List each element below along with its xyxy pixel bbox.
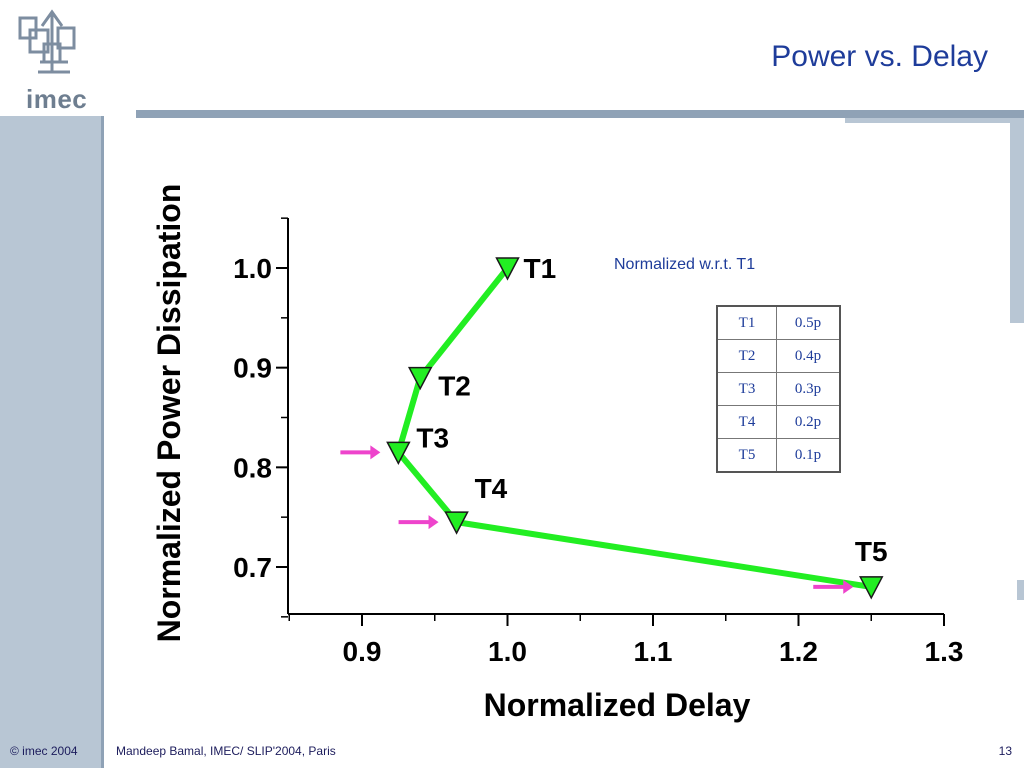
table-row: T1 0.5p (716, 305, 841, 340)
point-label: T5 (855, 536, 888, 567)
logo-text: imec (26, 84, 88, 114)
header-rule-shadow (845, 118, 1024, 123)
imec-logo: imec (8, 6, 98, 114)
row-name: T3 (716, 372, 777, 406)
row-value: 0.4p (776, 339, 841, 373)
x-tick-label: 1.2 (779, 636, 818, 667)
header-rule (136, 110, 1024, 118)
y-tick-label: 0.7 (233, 552, 272, 583)
sidebar-band (0, 116, 103, 768)
row-name: T5 (716, 438, 777, 473)
right-edge-shade-lower (1017, 580, 1024, 600)
highlight-arrow-head (843, 579, 854, 594)
point-label: T4 (475, 473, 508, 504)
table-row: T2 0.4p (716, 339, 841, 373)
slide-title: Power vs. Delay (771, 40, 988, 73)
page-number: 13 (998, 744, 1012, 758)
row-name: T2 (716, 339, 777, 373)
highlight-arrow-head (428, 515, 439, 530)
x-tick-label: 1.0 (488, 636, 527, 667)
point-label: T1 (524, 253, 557, 284)
data-point (444, 511, 469, 535)
data-point (859, 576, 884, 600)
y-tick-label: 0.9 (233, 353, 272, 384)
table-row: T3 0.3p (716, 372, 841, 406)
row-name: T4 (716, 405, 777, 439)
y-axis-label: Normalized Power Dissipation (151, 184, 187, 643)
row-name: T1 (716, 305, 777, 340)
footer-copyright: © imec 2004 (10, 744, 78, 758)
row-value: 0.3p (776, 372, 841, 406)
x-tick-label: 0.9 (343, 636, 382, 667)
axes: 0.9 1.0 1.1 1.2 1.3 0.7 0.8 0.9 1.0 (233, 217, 964, 667)
row-value: 0.1p (776, 438, 841, 473)
x-tick-label: 1.1 (634, 636, 673, 667)
x-tick-label: 1.3 (925, 636, 964, 667)
row-value: 0.5p (776, 305, 841, 340)
logo-graphic (18, 9, 76, 74)
data-point (407, 366, 433, 391)
normalization-note: Normalized w.r.t. T1 (614, 256, 756, 273)
data-point (386, 441, 411, 465)
table-row: T5 0.1p (716, 438, 841, 473)
highlight-arrow-head (370, 445, 381, 460)
sidebar-edge (101, 116, 104, 768)
right-edge-shade (1010, 123, 1024, 323)
point-label: T3 (416, 422, 449, 453)
point-label: T2 (438, 371, 471, 402)
footer-author: Mandeep Bamal, IMEC/ SLIP'2004, Paris (116, 744, 336, 758)
table-row: T4 0.2p (716, 405, 841, 439)
x-axis-label: Normalized Delay (484, 687, 751, 723)
data-point (495, 257, 520, 281)
row-value: 0.2p (776, 405, 841, 439)
value-table: T1 0.5p T2 0.4p T3 0.3p T4 0.2p T5 0.1p (716, 305, 841, 473)
y-tick-label: 0.8 (233, 452, 272, 483)
y-tick-label: 1.0 (233, 253, 272, 284)
